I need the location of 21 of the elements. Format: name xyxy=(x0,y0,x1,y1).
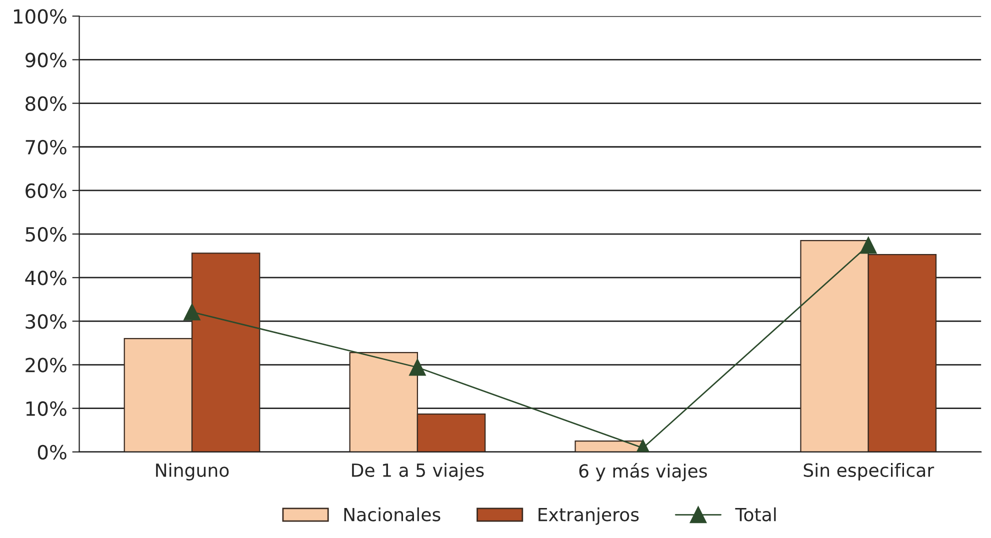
y-tick-label: 60% xyxy=(26,183,66,198)
y-tick-label: 70% xyxy=(26,140,66,155)
legend-label: Nacionales xyxy=(344,507,440,522)
y-tick-label: 30% xyxy=(26,314,66,329)
point xyxy=(184,304,200,320)
point xyxy=(409,359,426,376)
y-tick-label: 20% xyxy=(26,358,66,372)
y-tick-label: 10% xyxy=(26,401,66,416)
y-tick-label: 50% xyxy=(26,226,66,242)
x-tick-label: De 1 a 5 viajes xyxy=(352,463,484,481)
y-tick-label: 40% xyxy=(25,270,66,286)
y-tick-label: 80% xyxy=(26,96,66,111)
point xyxy=(860,237,877,254)
y-tick-label: 100% xyxy=(14,9,66,24)
x-tick-label: Sin especificar xyxy=(804,463,934,481)
y-tick-label: 90% xyxy=(25,52,66,68)
legend-label: Total xyxy=(735,507,776,522)
x-tick-label: Ninguno xyxy=(156,463,229,481)
y-tick-label: 0% xyxy=(38,444,66,460)
legend-label: Extranjeros xyxy=(538,507,639,525)
x-tick-label: 6 y más viajes xyxy=(579,463,707,482)
